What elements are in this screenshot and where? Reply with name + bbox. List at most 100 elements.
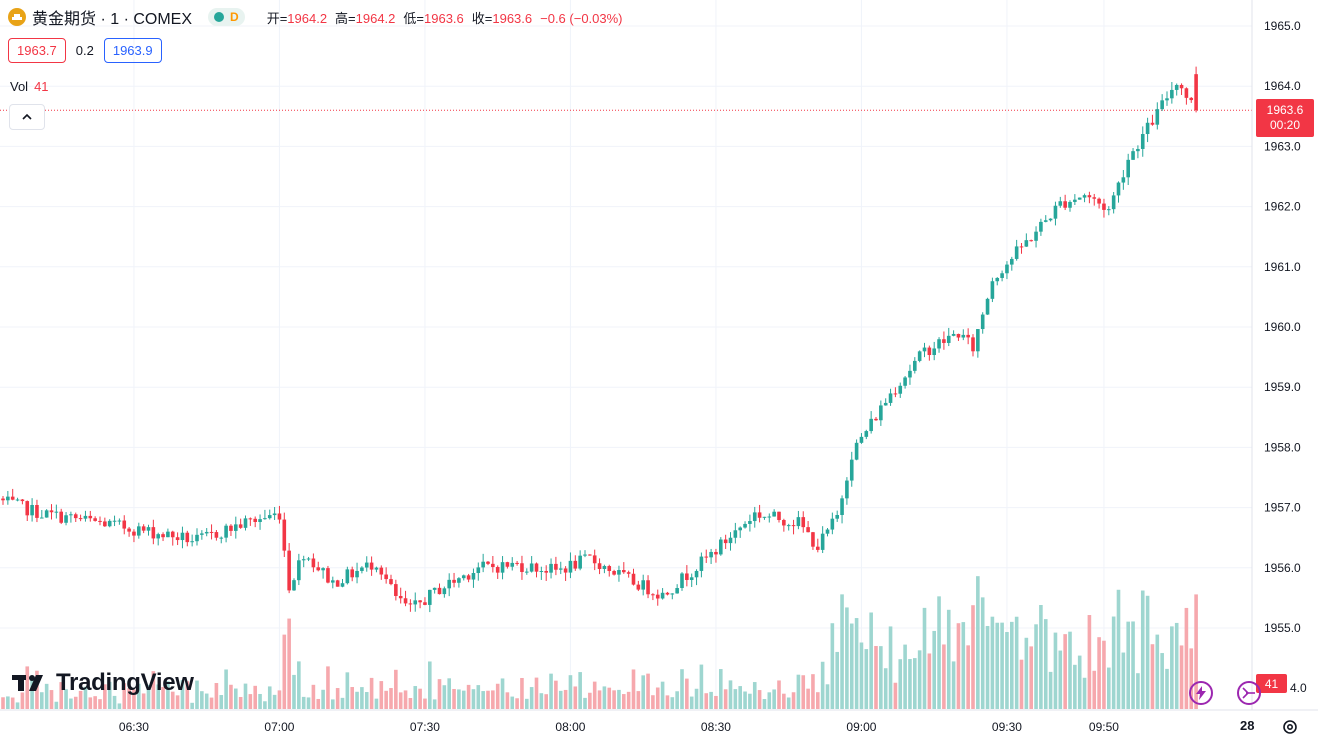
volume-bar — [680, 669, 684, 709]
volume-bar — [985, 625, 990, 709]
candle-body — [219, 537, 224, 539]
candle-body — [321, 568, 325, 571]
volume-bar — [646, 673, 650, 709]
volume-bar — [971, 605, 975, 709]
volume-bar — [297, 661, 301, 709]
candle-body — [830, 518, 835, 530]
ohlc-value: 1964.2 — [355, 10, 396, 26]
volume-bar — [1160, 653, 1164, 709]
collapse-legend-button[interactable] — [9, 104, 45, 130]
volume-bar — [1039, 605, 1043, 709]
candle-body — [864, 431, 869, 437]
candle-body — [752, 512, 757, 522]
price-tick-label: 1957.0 — [1264, 501, 1301, 515]
volume-bar — [384, 690, 388, 709]
symbol-title[interactable]: 黄金期货 · 1 · COMEX — [32, 11, 193, 28]
candle-body — [175, 537, 180, 541]
scroll-to-realtime-icon[interactable] — [1237, 681, 1261, 705]
candle-body — [520, 563, 524, 572]
chart-header: 黄金期货 · 1 · COMEX D 开=1964.2 高=1964.2 低=196… — [8, 6, 631, 28]
volume-bar — [908, 659, 912, 709]
volume-bar — [612, 690, 616, 709]
candle-body — [655, 594, 660, 599]
ohlc-key: 低= — [403, 10, 424, 26]
volume-bar — [583, 697, 587, 709]
candle-body — [180, 532, 185, 541]
tradingview-logo[interactable]: TradingView — [12, 669, 194, 697]
time-zone-label[interactable]: 28 — [1240, 718, 1255, 733]
volume-bar — [782, 693, 786, 709]
candle-body — [335, 580, 340, 587]
volume-bar — [117, 703, 122, 709]
volume-legend[interactable]: Vol 41 — [10, 79, 49, 94]
price-tick-label: 1955.0 — [1264, 621, 1301, 635]
candle-body — [913, 360, 917, 371]
volume-bar — [122, 683, 127, 709]
volume-bar — [786, 697, 791, 709]
volume-bar — [73, 696, 78, 709]
candle-body — [481, 561, 485, 568]
volume-bar — [1014, 616, 1019, 709]
candle-body — [495, 567, 500, 573]
volume-bar — [166, 681, 170, 709]
candle-body — [908, 370, 912, 378]
candle-body — [694, 570, 699, 578]
price-tick-label: 1958.0 — [1264, 440, 1301, 454]
candle-body — [719, 539, 723, 555]
candle-body — [98, 520, 102, 522]
candle-body — [350, 569, 354, 578]
volume-bar — [413, 686, 418, 709]
candle-body — [549, 563, 553, 573]
candle-body — [1010, 258, 1014, 265]
candle-body — [369, 562, 374, 570]
candle-body — [1165, 98, 1169, 101]
volume-bar — [1136, 673, 1140, 709]
market-status-badge[interactable]: D — [208, 8, 245, 26]
buy-price-button[interactable]: 1963.9 — [103, 38, 162, 63]
volume-bar — [932, 630, 936, 709]
candle-body — [112, 520, 117, 522]
volume-bar — [267, 686, 272, 709]
candle-body — [714, 551, 718, 555]
volume-bar — [525, 698, 529, 709]
volume-bar — [927, 653, 932, 709]
candle-body — [117, 520, 122, 522]
candle-body — [670, 593, 675, 595]
volume-bar — [20, 692, 25, 709]
volume-bar — [558, 690, 563, 709]
candle-body — [10, 496, 15, 500]
volume-bar — [107, 681, 112, 709]
volume-bar — [748, 693, 752, 709]
candle-body — [214, 532, 219, 538]
candle-body — [166, 531, 170, 538]
volume-bar — [980, 597, 985, 709]
volume-bar — [883, 668, 888, 709]
candle-body — [1174, 84, 1179, 90]
time-axis[interactable]: 06:30 07:00 07:30 08:00 08:30 09:00 09:30 09:50 — [0, 709, 1318, 734]
candle-body — [888, 393, 893, 403]
candle-body — [723, 539, 728, 544]
ohlc-value: 1964.2 — [287, 10, 328, 26]
volume-bar — [452, 688, 456, 709]
gear-icon[interactable] — [1281, 718, 1299, 736]
candle-body — [1043, 220, 1048, 222]
candle-body — [360, 567, 364, 571]
price-tick-label: 4.0 — [1290, 681, 1307, 695]
candle-body — [816, 546, 820, 550]
candle-body — [6, 496, 10, 501]
last-price-label: 1963.6 00:20 — [1256, 99, 1314, 137]
candle-body — [1005, 264, 1009, 274]
sell-price-button[interactable]: 1963.7 — [8, 38, 66, 63]
candle-body — [364, 562, 369, 568]
volume-bar — [1179, 645, 1184, 709]
candle-body — [1082, 195, 1087, 198]
lightning-icon[interactable] — [1189, 681, 1213, 705]
candle-body — [733, 530, 738, 538]
volume-bar — [685, 678, 689, 709]
ohlc-value: −0.6 (−0.03%) — [540, 10, 623, 26]
candle-body — [835, 514, 839, 519]
candle-body — [137, 526, 141, 536]
candle-body — [59, 511, 63, 523]
volume-bar — [461, 690, 466, 709]
